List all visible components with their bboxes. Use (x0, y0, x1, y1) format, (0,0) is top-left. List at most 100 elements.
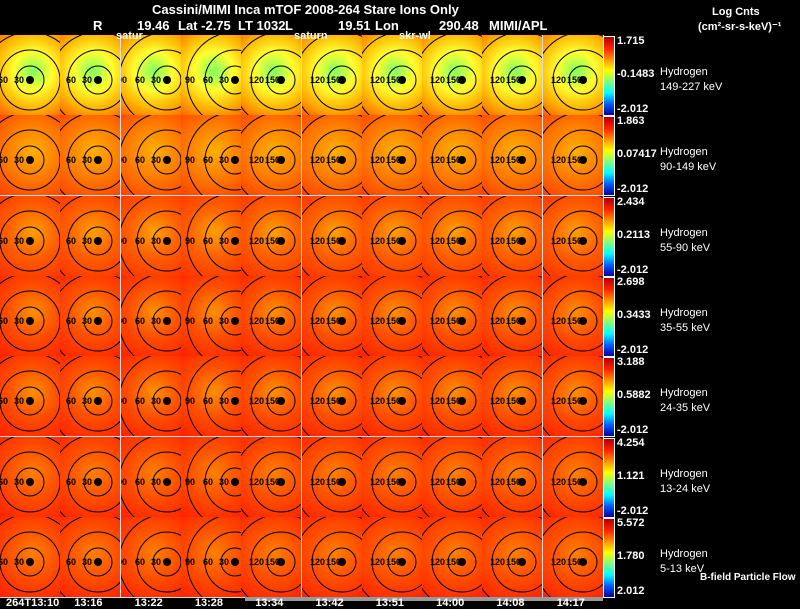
saturn-marker (518, 236, 527, 245)
contour-line (266, 306, 296, 336)
contour-label: 120 (370, 316, 385, 326)
saturn-marker (578, 477, 587, 486)
contour-label: 150 (506, 75, 521, 85)
contour-line (311, 370, 362, 432)
contour-line (15, 65, 45, 95)
contour-line (67, 129, 121, 191)
contour-label: 120 (370, 75, 385, 85)
contour-line (431, 370, 483, 432)
contour-line (266, 65, 296, 95)
sky-map-panel: 15012090 (422, 275, 484, 357)
contour-label: 150 (446, 557, 461, 567)
plot-area: 3060903060903060903060901501209015012090… (0, 35, 604, 598)
contour-label: 150 (326, 75, 341, 85)
contour-line (220, 467, 241, 496)
contour-line (371, 370, 422, 432)
contour-label: 120 (249, 557, 264, 567)
contour-line (67, 49, 121, 111)
contour-label: 150 (446, 155, 461, 165)
contour-line (204, 49, 241, 111)
contour-line (552, 531, 603, 593)
contour-line (152, 306, 181, 336)
contour-line (447, 386, 477, 416)
contour-label: 60 (66, 477, 76, 487)
contour-label: 30 (219, 477, 229, 487)
contour-line (0, 531, 60, 593)
contour-line (327, 65, 356, 95)
contour-label: 30 (14, 477, 24, 487)
contour-label: 120 (310, 557, 325, 567)
species-name: Hydrogen (660, 467, 708, 480)
contour-label: 60 (135, 316, 145, 326)
contour-line (220, 65, 241, 95)
contour-label: 150 (446, 316, 461, 326)
contour-label: 120 (430, 316, 445, 326)
contour-line (266, 467, 296, 496)
contour-line (491, 290, 543, 352)
sky-map-panel: 15012090 (361, 516, 423, 598)
contour-line (186, 356, 220, 437)
contour-label: 150 (506, 477, 521, 487)
contour-line (0, 356, 60, 365)
contour-line (15, 547, 45, 577)
contour-line (250, 370, 302, 432)
contour-line (507, 547, 537, 577)
contour-label: 30 (151, 236, 161, 246)
contour-line (186, 35, 220, 115)
contour-label: 120 (551, 75, 566, 85)
contour-label: 30 (82, 316, 92, 326)
contour-line (568, 547, 598, 577)
sky-map-panel: 15012090 (241, 195, 303, 277)
contour-label: 60 (203, 155, 213, 165)
contour-line (431, 290, 483, 352)
contour-line (220, 306, 241, 336)
saturn-marker (518, 397, 527, 406)
contour-line (83, 65, 113, 95)
saturn-marker (277, 156, 286, 165)
saturn-marker (397, 477, 406, 486)
ephemeris-lon-value: 290.48 (439, 18, 479, 33)
contour-label: 60 (203, 236, 213, 246)
contour-label: 90 (185, 155, 195, 165)
contour-label: 150 (326, 477, 341, 487)
saturn-marker (518, 477, 527, 486)
contour-line (431, 129, 483, 191)
contour-line (250, 49, 302, 111)
contour-line (491, 451, 543, 512)
contour-label: 60 (66, 155, 76, 165)
contour-line (552, 290, 603, 352)
species-label: Hydrogen 13-24 keV (660, 467, 710, 497)
contour-label: 120 (370, 477, 385, 487)
sky-map-panel: 15012090 (482, 115, 544, 197)
colorbar-cmid-label: 0.3433 (617, 308, 651, 321)
contour-label: 120 (370, 557, 385, 567)
sky-map-panel: 15012090 (542, 436, 604, 518)
contour-line (83, 547, 113, 577)
contour-line (507, 145, 537, 175)
credit: MIMI/APL (489, 18, 548, 33)
contour-line (136, 531, 181, 593)
saturn-marker (26, 156, 34, 165)
units-line1: Log Cnts (712, 6, 760, 18)
contour-line (15, 386, 45, 416)
contour-line (568, 386, 598, 416)
contour-line (0, 195, 60, 204)
saturn-marker (518, 76, 527, 84)
saturn-marker (458, 236, 467, 245)
saturn-marker (277, 397, 286, 406)
contour-line (371, 49, 422, 111)
contour-label: 90 (185, 75, 195, 85)
saturn-marker (337, 477, 346, 486)
saturn-marker (94, 156, 103, 165)
contour-label: 150 (326, 316, 341, 326)
contour-label: 120 (310, 155, 325, 165)
colorbar-cmin-label: 2.012 (617, 584, 645, 597)
saturn-marker (26, 557, 34, 566)
energy-range: 90-149 keV (660, 161, 717, 174)
